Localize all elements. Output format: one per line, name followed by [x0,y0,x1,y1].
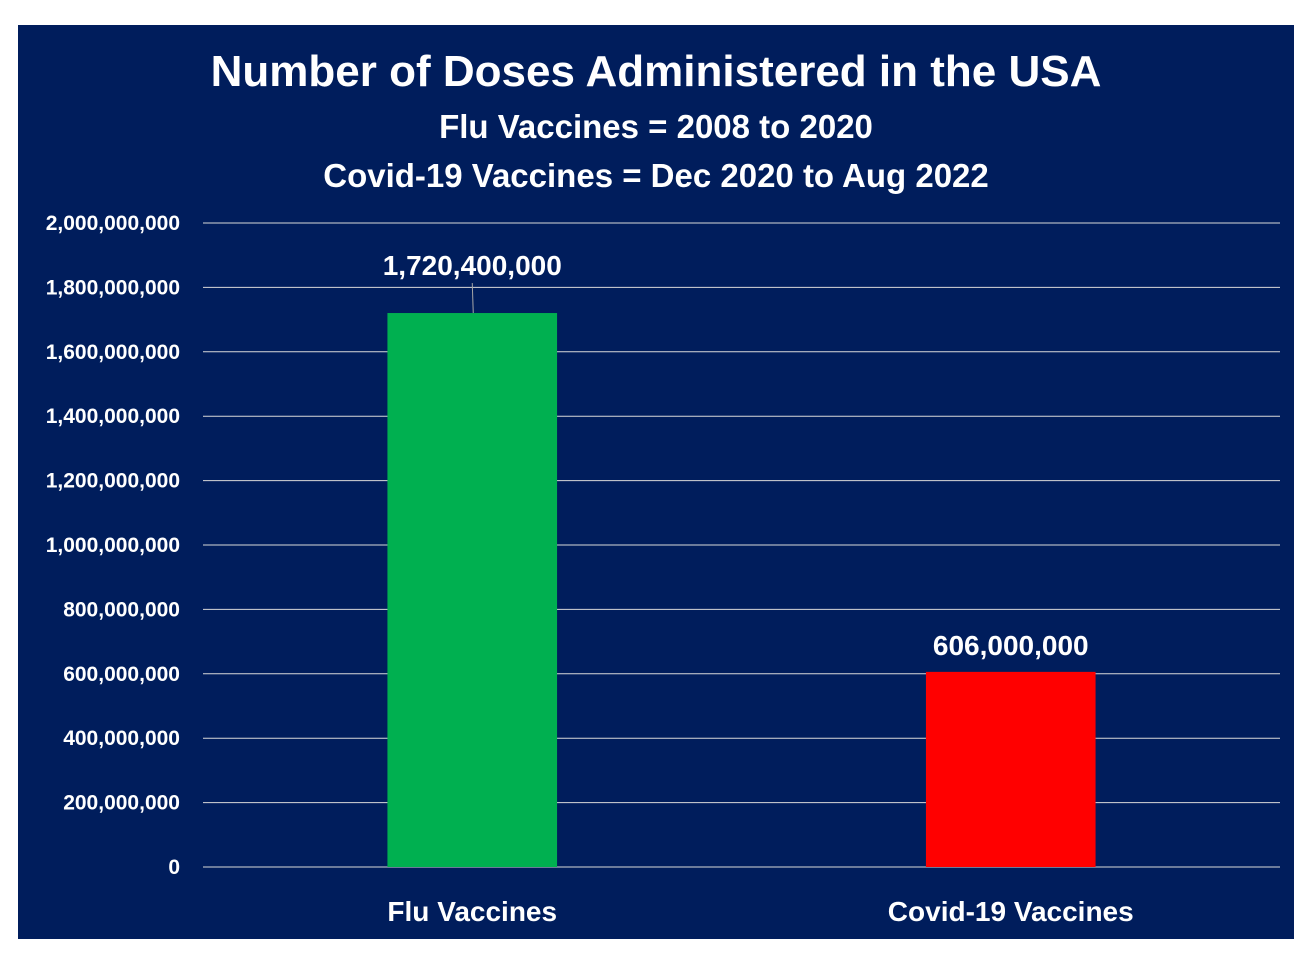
y-tick-label: 1,000,000,000 [46,534,180,557]
y-tick-label: 1,800,000,000 [46,276,180,299]
y-axis-tick-labels: 0 200,000,000 400,000,000 600,000,000 800,00… [46,212,180,879]
category-label: Covid-19 Vaccines [888,896,1134,927]
data-label: 1,720,400,000 [383,250,562,281]
data-label-leader-line [471,283,474,314]
bar [387,313,558,867]
y-tick-label: 0 [168,856,180,879]
y-tick-label: 800,000,000 [63,598,180,621]
chart-title: Number of Doses Administered in the USA [211,47,1102,96]
bars [387,313,1096,867]
y-tick-label: 600,000,000 [63,663,180,686]
y-tick-label: 1,600,000,000 [46,341,180,364]
y-tick-label: 1,400,000,000 [46,405,180,428]
bar [925,671,1096,867]
x-axis-category-labels: Flu Vaccines Covid-19 Vaccines [387,896,1133,927]
y-tick-label: 200,000,000 [63,792,180,815]
chart-subtitle-line-2: Covid-19 Vaccines = Dec 2020 to Aug 2022 [323,157,989,194]
gridlines [203,222,1280,868]
category-label: Flu Vaccines [387,896,557,927]
y-tick-label: 1,200,000,000 [46,470,180,493]
data-label: 606,000,000 [933,630,1089,661]
data-labels: 1,720,400,000 606,000,000 [383,250,1089,661]
y-tick-label: 400,000,000 [63,727,180,750]
chart-subtitle-line-1: Flu Vaccines = 2008 to 2020 [439,108,873,145]
y-tick-label: 2,000,000,000 [46,212,180,235]
